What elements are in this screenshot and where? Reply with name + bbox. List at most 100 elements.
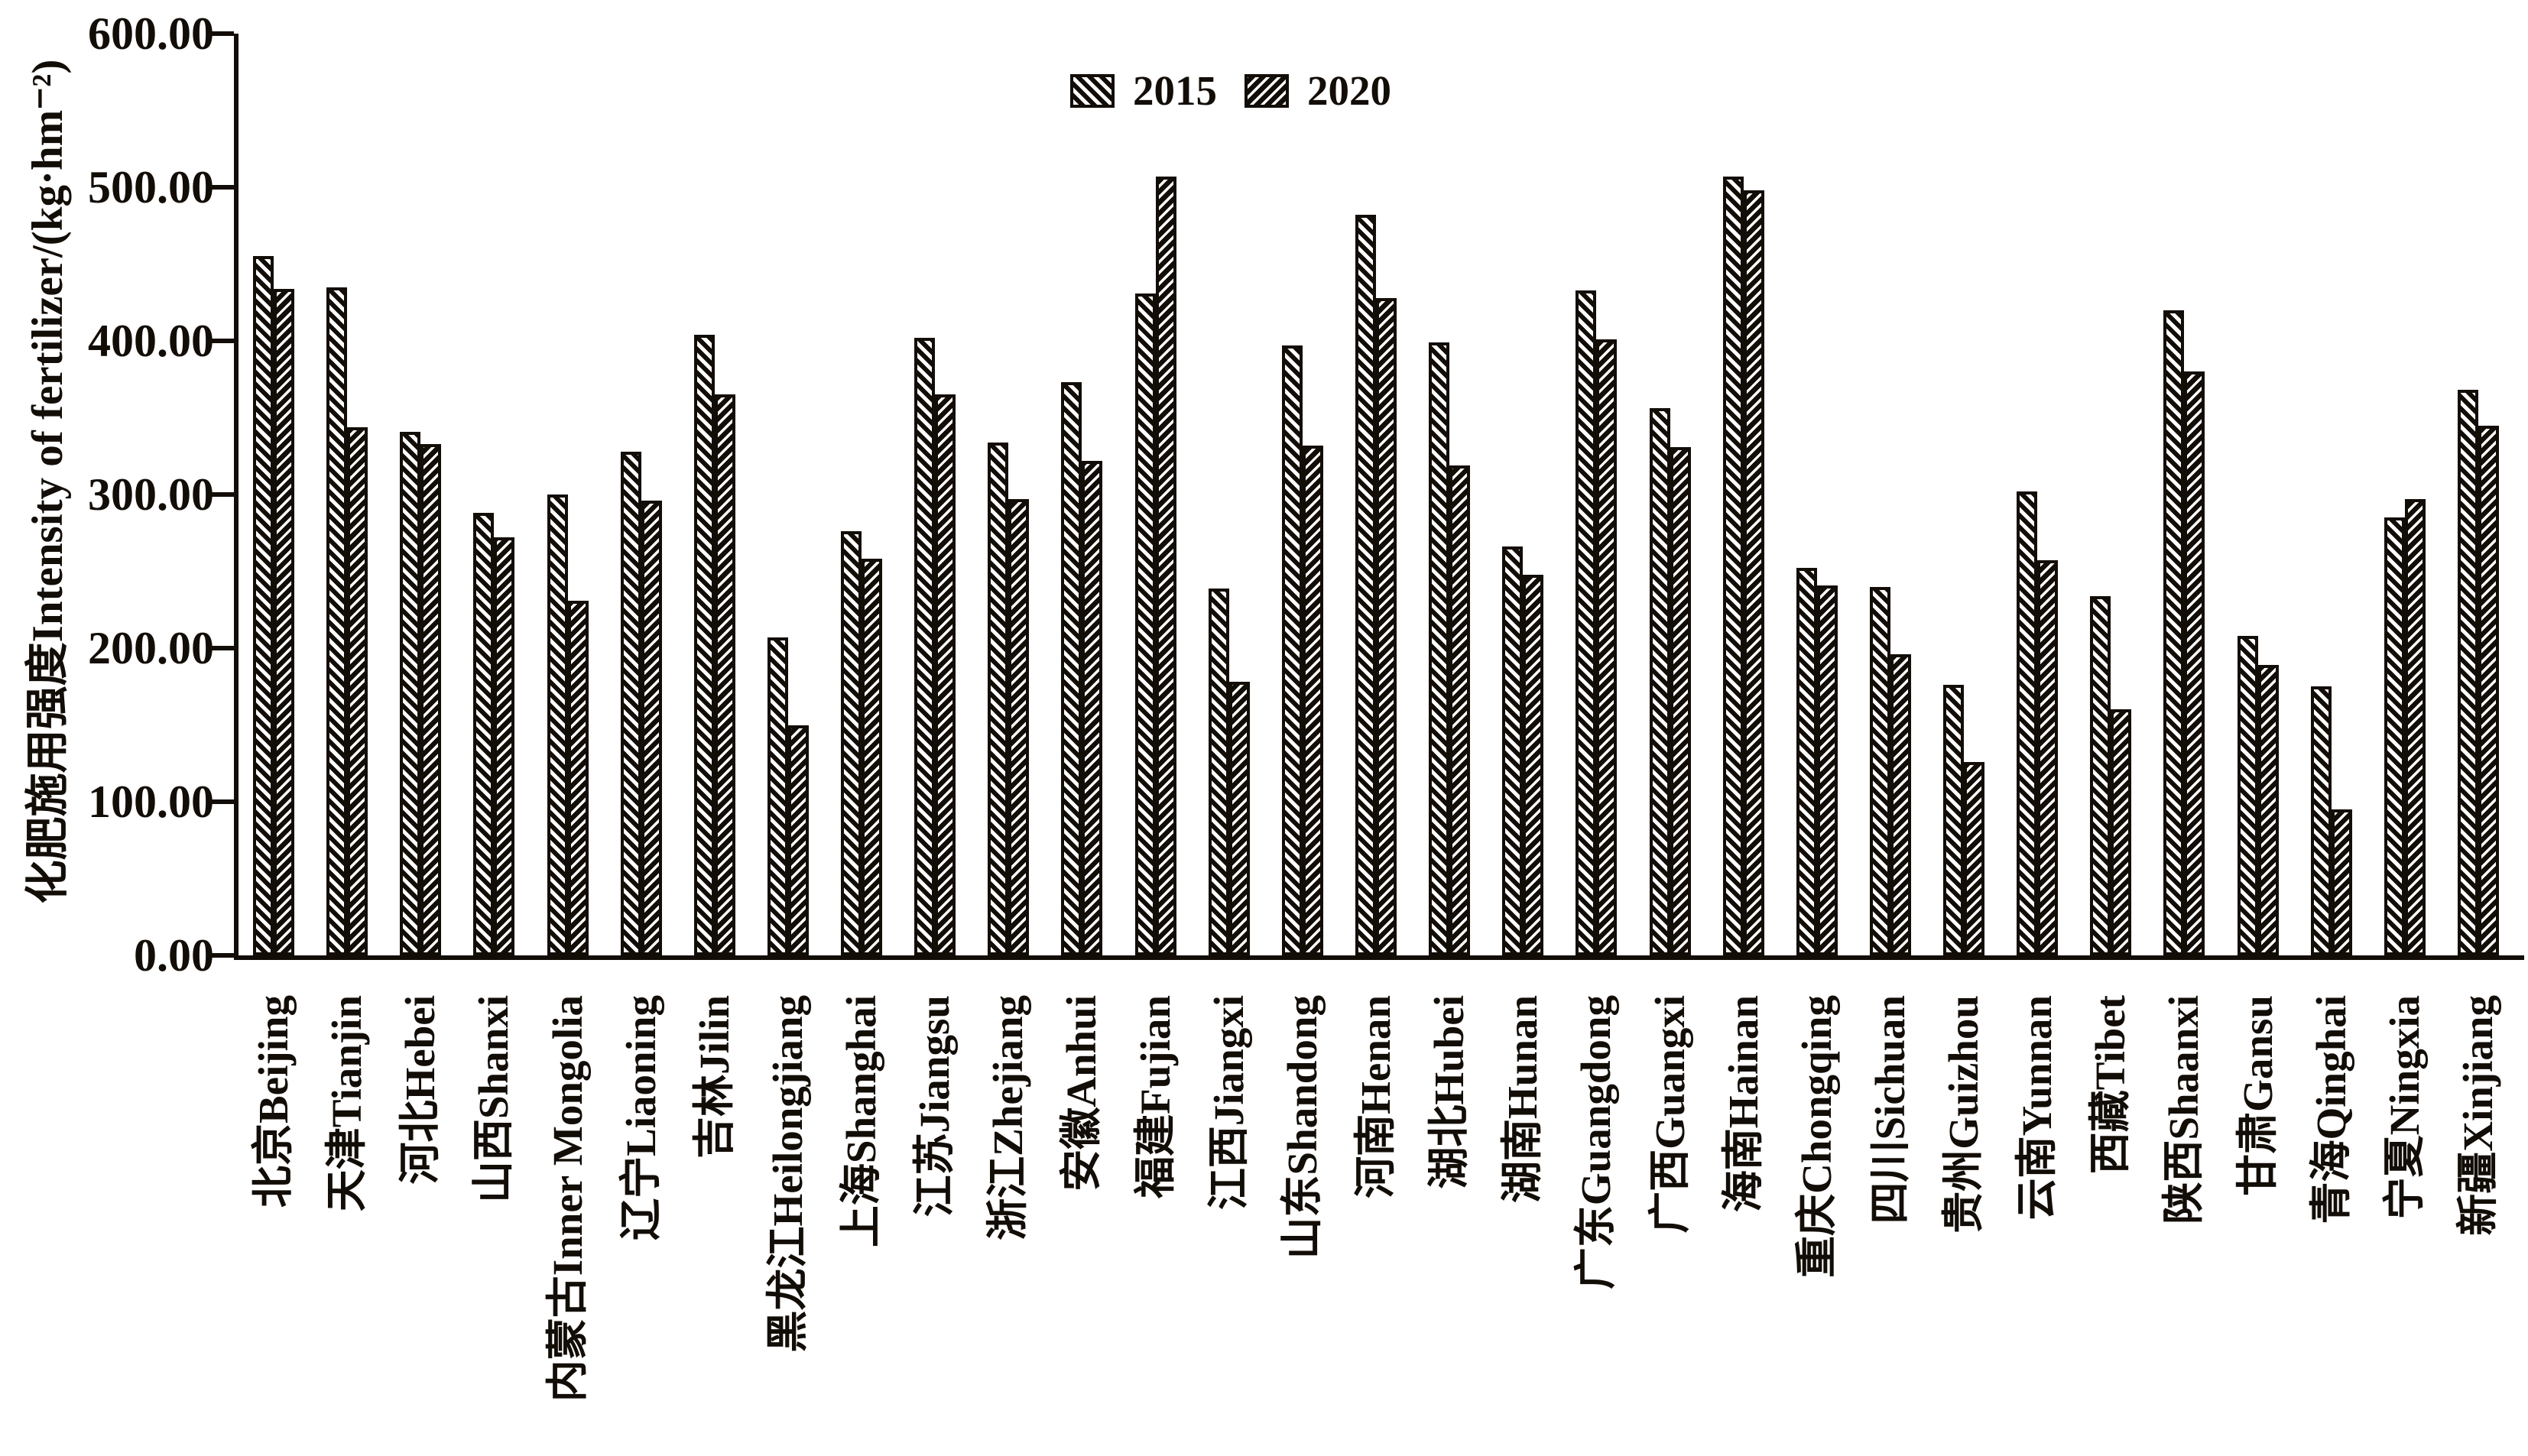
bar-2015-辽宁Liaoning [620, 451, 641, 955]
x-axis-label: 广西Guangxi [1646, 995, 1693, 1234]
x-axis-label: 广东Guangdong [1572, 995, 1620, 1290]
x-axis-label: 青海Qinghai [2307, 995, 2354, 1224]
bar-2020-广西Guangxi [1670, 446, 1691, 955]
bar-2015-吉林Jilin [693, 334, 715, 955]
bar-2015-新疆Xinjiang [2457, 390, 2478, 955]
x-axis-label: 黑龙江Heilongjiang [764, 995, 811, 1353]
x-axis-label: 河南Henan [1352, 995, 1399, 1198]
bar-2015-江西Jiangxi [1208, 588, 1229, 955]
x-axis-label: 贵州Guizhou [1940, 995, 1988, 1234]
y-tick-label: 200.00 [88, 623, 214, 673]
y-axis-line [234, 34, 239, 960]
bar-2020-河南Henan [1376, 297, 1397, 955]
bar-2015-上海Shanghai [841, 531, 862, 955]
bar-2020-海南Hainan [1743, 190, 1764, 955]
bar-2020-贵州Guizhou [1964, 761, 1985, 955]
y-tick-mark [206, 492, 234, 497]
bar-2020-安徽Anhui [1082, 460, 1103, 955]
bar-2020-江西Jiangxi [1228, 682, 1250, 955]
x-axis-label: 新疆Xinjiang [2454, 995, 2501, 1236]
bar-2020-上海Shanghai [862, 559, 883, 955]
bar-2020-天津Tianjin [347, 426, 368, 955]
y-tick-label: 600.00 [88, 8, 214, 59]
legend-swatch-2015-hatch-icon [1070, 74, 1115, 108]
bar-2020-湖北Hubei [1449, 465, 1471, 955]
bar-2020-北京Beijing [274, 288, 295, 955]
bar-2020-新疆Xinjiang [2478, 425, 2499, 955]
bar-2015-北京Beijing [253, 256, 274, 955]
bar-2015-天津Tianjin [326, 287, 348, 955]
bar-2020-宁夏Ningxia [2404, 499, 2426, 955]
x-axis-label: 辽宁Liaoning [617, 995, 664, 1240]
x-axis-label: 四川Sichuan [1866, 995, 1913, 1224]
y-tick-label: 100.00 [88, 777, 214, 827]
bar-2015-广西Guangxi [1649, 408, 1670, 955]
bar-2020-四川Sichuan [1890, 654, 1911, 955]
x-axis-label: 湖南Hunan [1499, 995, 1546, 1204]
x-axis-label: 西藏Tibet [2087, 995, 2134, 1175]
bar-2020-重庆Chongqing [1816, 585, 1838, 955]
y-tick-mark [206, 339, 234, 343]
legend-swatch-2020-hatch-icon [1245, 74, 1289, 108]
y-tick-mark [206, 31, 234, 36]
bar-2015-江苏Jiangsu [914, 337, 936, 955]
bar-2015-海南Hainan [1722, 176, 1744, 955]
y-tick-label: 0.00 [134, 930, 214, 981]
legend-entry-2020: 2020 [1245, 68, 1391, 114]
x-axis-label: 甘肃Gansu [2234, 995, 2281, 1196]
bar-2020-江苏Jiangsu [935, 394, 956, 955]
x-axis-label: 湖北Hubei [1426, 995, 1473, 1189]
bar-2015-山西Shanxi [473, 513, 495, 955]
legend-label-2015: 2015 [1133, 67, 1217, 114]
bar-2015-内蒙古Inner Mongolia [547, 495, 568, 955]
bar-2015-湖南Hunan [1502, 546, 1524, 955]
bar-2015-广东Guangdong [1576, 290, 1597, 955]
bar-2015-青海Qinghai [2310, 686, 2332, 955]
legend: 2015 2020 [1070, 64, 1391, 118]
bar-2020-内蒙古Inner Mongolia [567, 600, 589, 955]
bar-2020-浙江Zhejiang [1008, 499, 1030, 955]
x-axis-label: 上海Shanghai [838, 995, 885, 1248]
x-axis-label: 江西Jiangxi [1205, 995, 1252, 1211]
bar-2015-河北Hebei [400, 431, 421, 955]
x-axis-label: 北京Beijing [250, 995, 297, 1208]
x-axis-line [234, 955, 2524, 960]
bar-2020-吉林Jilin [714, 394, 735, 955]
bar-2015-福建Fujian [1134, 293, 1156, 955]
x-axis-label: 河北Hebei [397, 995, 444, 1185]
x-axis-label: 海南Hainan [1719, 995, 1767, 1213]
legend-label-2020: 2020 [1307, 67, 1391, 114]
bar-2020-山东Shandong [1302, 445, 1323, 955]
bar-2015-安徽Anhui [1061, 382, 1082, 955]
bar-2015-浙江Zhejiang [988, 442, 1009, 955]
bar-2015-贵州Guizhou [1943, 685, 1965, 955]
y-tick-mark [206, 953, 234, 958]
bar-2015-陕西Shaanxi [2163, 310, 2185, 955]
x-axis-label: 山东Shandong [1278, 995, 1326, 1260]
bar-2020-青海Qinghai [2331, 809, 2352, 955]
bar-2015-西藏Tibet [2090, 595, 2111, 955]
bar-2020-广东Guangdong [1596, 339, 1618, 955]
x-axis-label: 福建Fujian [1131, 995, 1179, 1198]
x-axis-label: 陕西Shaanxi [2160, 995, 2208, 1224]
x-axis-label: 吉林Jilin [690, 995, 738, 1159]
bar-2020-西藏Tibet [2111, 709, 2132, 955]
x-axis-label: 山西Shanxi [470, 995, 518, 1204]
bar-2020-辽宁Liaoning [641, 501, 662, 955]
y-tick-label: 500.00 [88, 162, 214, 212]
bar-2020-福建Fujian [1155, 176, 1176, 955]
bar-2015-云南Yunnan [2017, 491, 2038, 955]
bar-2015-山东Shandong [1281, 345, 1303, 955]
bar-2020-湖南Hunan [1523, 574, 1544, 955]
bar-2015-甘肃Gansu [2237, 635, 2258, 955]
bar-2015-黑龙江Heilongjiang [767, 637, 788, 955]
bar-2020-云南Yunnan [2037, 560, 2059, 955]
y-tick-mark [206, 799, 234, 804]
x-axis-label: 云南Yunnan [2014, 995, 2061, 1221]
bar-2020-黑龙江Heilongjiang [787, 725, 809, 955]
bar-2015-宁夏Ningxia [2384, 517, 2405, 955]
x-axis-label: 内蒙古Inner Mongolia [544, 995, 591, 1402]
y-tick-label: 300.00 [88, 469, 214, 520]
x-axis-label: 宁夏Ningxia [2380, 995, 2428, 1220]
